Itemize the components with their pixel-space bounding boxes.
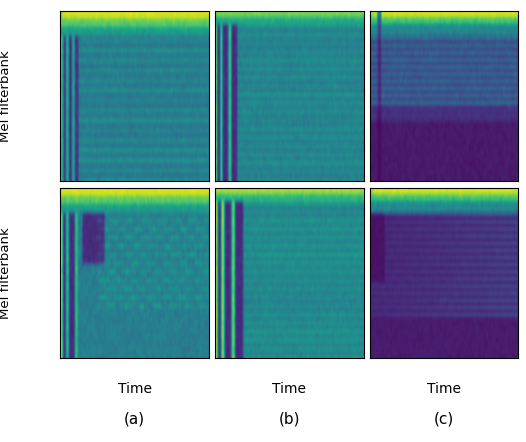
- Text: (b): (b): [279, 411, 300, 426]
- Text: (a): (a): [124, 411, 145, 426]
- Text: Mel filterbank: Mel filterbank: [0, 227, 12, 319]
- Text: Mel filterbank: Mel filterbank: [0, 50, 12, 142]
- Text: Time: Time: [272, 382, 306, 396]
- Text: Time: Time: [427, 382, 461, 396]
- Text: (c): (c): [434, 411, 454, 426]
- Text: Time: Time: [118, 382, 152, 396]
